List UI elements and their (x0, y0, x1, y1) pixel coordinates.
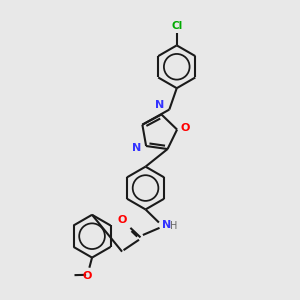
Text: Cl: Cl (171, 21, 182, 32)
Text: O: O (117, 214, 127, 225)
Text: N: N (155, 100, 165, 110)
Text: N: N (162, 220, 171, 230)
Text: O: O (83, 271, 92, 281)
Text: H: H (170, 221, 178, 231)
Text: N: N (132, 142, 142, 152)
Text: O: O (181, 123, 190, 133)
